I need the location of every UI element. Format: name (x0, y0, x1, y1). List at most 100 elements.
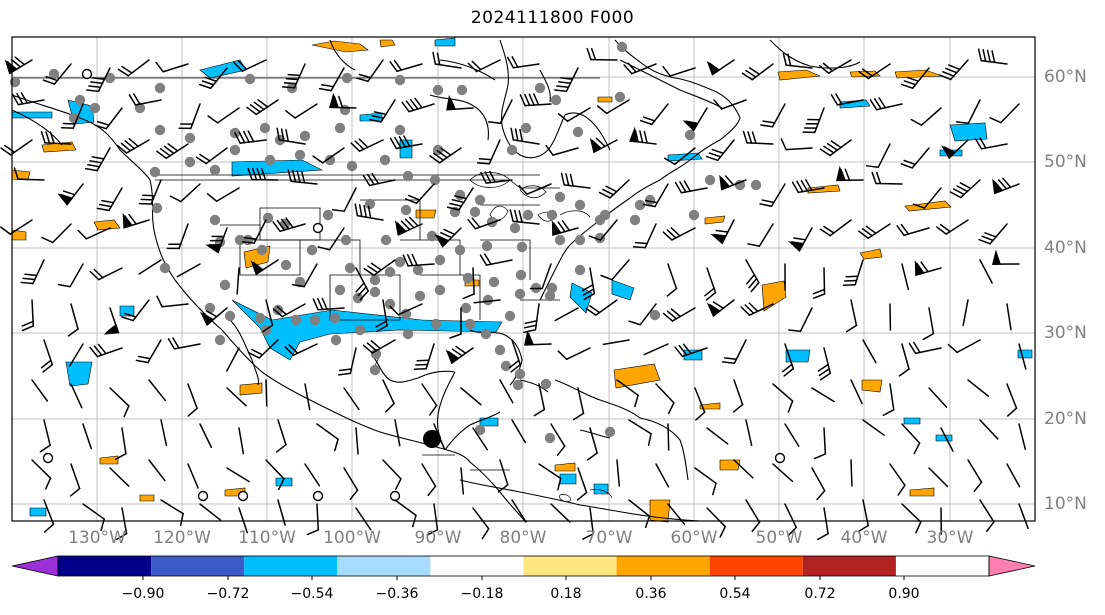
lon-label-120w: 120°W (153, 528, 211, 548)
station-dot (370, 348, 382, 360)
map-frame (11, 36, 1036, 522)
station-dot (574, 199, 586, 211)
wind-barb (554, 307, 579, 322)
wind-barb (912, 187, 942, 209)
wind-barb (655, 383, 675, 415)
wind-barb (992, 177, 1020, 195)
station-dot (480, 328, 492, 340)
station-dot (426, 230, 438, 242)
wind-barb (312, 297, 345, 311)
wind-barb (117, 59, 150, 77)
wind-barb (60, 103, 84, 129)
colorbar-segment (523, 556, 617, 576)
station-dot (481, 240, 493, 252)
wind-barb (167, 337, 201, 350)
wind-barb (350, 138, 384, 152)
wind-barb (910, 107, 942, 126)
station-dot (512, 379, 524, 391)
wind-barb (817, 347, 832, 381)
wind-barb (742, 130, 774, 145)
station-dot (154, 82, 166, 94)
wind-barb (643, 343, 669, 356)
wind-barb (862, 339, 877, 364)
colorbar-tick-label: 0.72 (804, 586, 836, 602)
wind-barb (265, 459, 285, 491)
station-dot (604, 426, 616, 438)
station-dot (9, 76, 21, 88)
station-dot (369, 364, 381, 376)
wind-barb (818, 59, 852, 74)
station-dot (402, 170, 414, 182)
station-dot (540, 378, 552, 390)
wind-barb (272, 303, 306, 318)
wind-barb (316, 423, 339, 452)
wind-barb (850, 459, 853, 487)
wind-barb (276, 127, 306, 145)
wind-barb (772, 383, 794, 413)
calm-station-circle (774, 452, 786, 464)
wind-barb (655, 463, 670, 488)
station-dot (649, 309, 661, 321)
station-dot (234, 234, 246, 246)
wind-barb (780, 138, 813, 151)
wind-barb (662, 307, 696, 322)
wind-barb (337, 347, 357, 376)
map-title: 2024111800 F000 (470, 8, 635, 28)
station-dot (432, 84, 444, 96)
wind-barb (166, 223, 189, 250)
station-dot (264, 154, 276, 166)
station-dot (429, 174, 441, 186)
wind-barb (68, 343, 84, 367)
wind-barb (551, 220, 579, 236)
wind-barb (96, 187, 123, 212)
wind-barb (433, 423, 445, 449)
station-dot (256, 244, 268, 256)
wind-barb (13, 167, 45, 181)
wind-barb (389, 303, 423, 316)
station-dot (394, 124, 406, 136)
wind-barb (682, 107, 708, 132)
wind-barb (581, 267, 596, 301)
station-dot (104, 72, 116, 84)
wind-barb (967, 379, 990, 397)
wind-barb (195, 147, 228, 165)
wind-barb (706, 299, 735, 318)
wind-barb (199, 307, 228, 326)
station-dot (322, 209, 334, 221)
wind-barb (306, 503, 320, 536)
colorbar-tick-label: −0.36 (375, 586, 419, 602)
wind-barb (745, 499, 761, 533)
wind-barb (524, 330, 552, 346)
lon-label-30w: 30°W (926, 528, 974, 548)
wind-barb (460, 467, 465, 495)
station-dot (384, 298, 396, 310)
station-dot (151, 202, 163, 214)
station-dot (506, 144, 518, 156)
station-dot (482, 294, 494, 306)
lat-label-40n: 40°N (1044, 238, 1087, 258)
wind-barb (1018, 503, 1029, 530)
wind-barb (845, 299, 858, 333)
wind-barb (900, 67, 930, 89)
wind-barb (523, 303, 540, 333)
wind-barb (178, 103, 201, 130)
station-dot (516, 241, 528, 253)
wind-barb (519, 93, 552, 107)
wind-barb (21, 299, 35, 332)
wind-barb (284, 343, 318, 356)
station-dot (469, 206, 481, 218)
wind-barb (898, 343, 910, 377)
station-dot (554, 191, 566, 203)
wind-barb (1018, 423, 1027, 450)
station-dot (369, 274, 381, 286)
wind-barb (967, 459, 983, 493)
wind-barb (382, 379, 395, 413)
wind-barb (1006, 383, 1018, 417)
lat-label-50n: 50°N (1044, 152, 1087, 172)
wind-barb (628, 303, 657, 326)
wind-barb (710, 219, 735, 245)
wind-barb (745, 419, 753, 447)
calm-station-circle (237, 490, 249, 502)
lon-label-130w: 130°W (68, 528, 126, 548)
station-dot (400, 204, 412, 216)
